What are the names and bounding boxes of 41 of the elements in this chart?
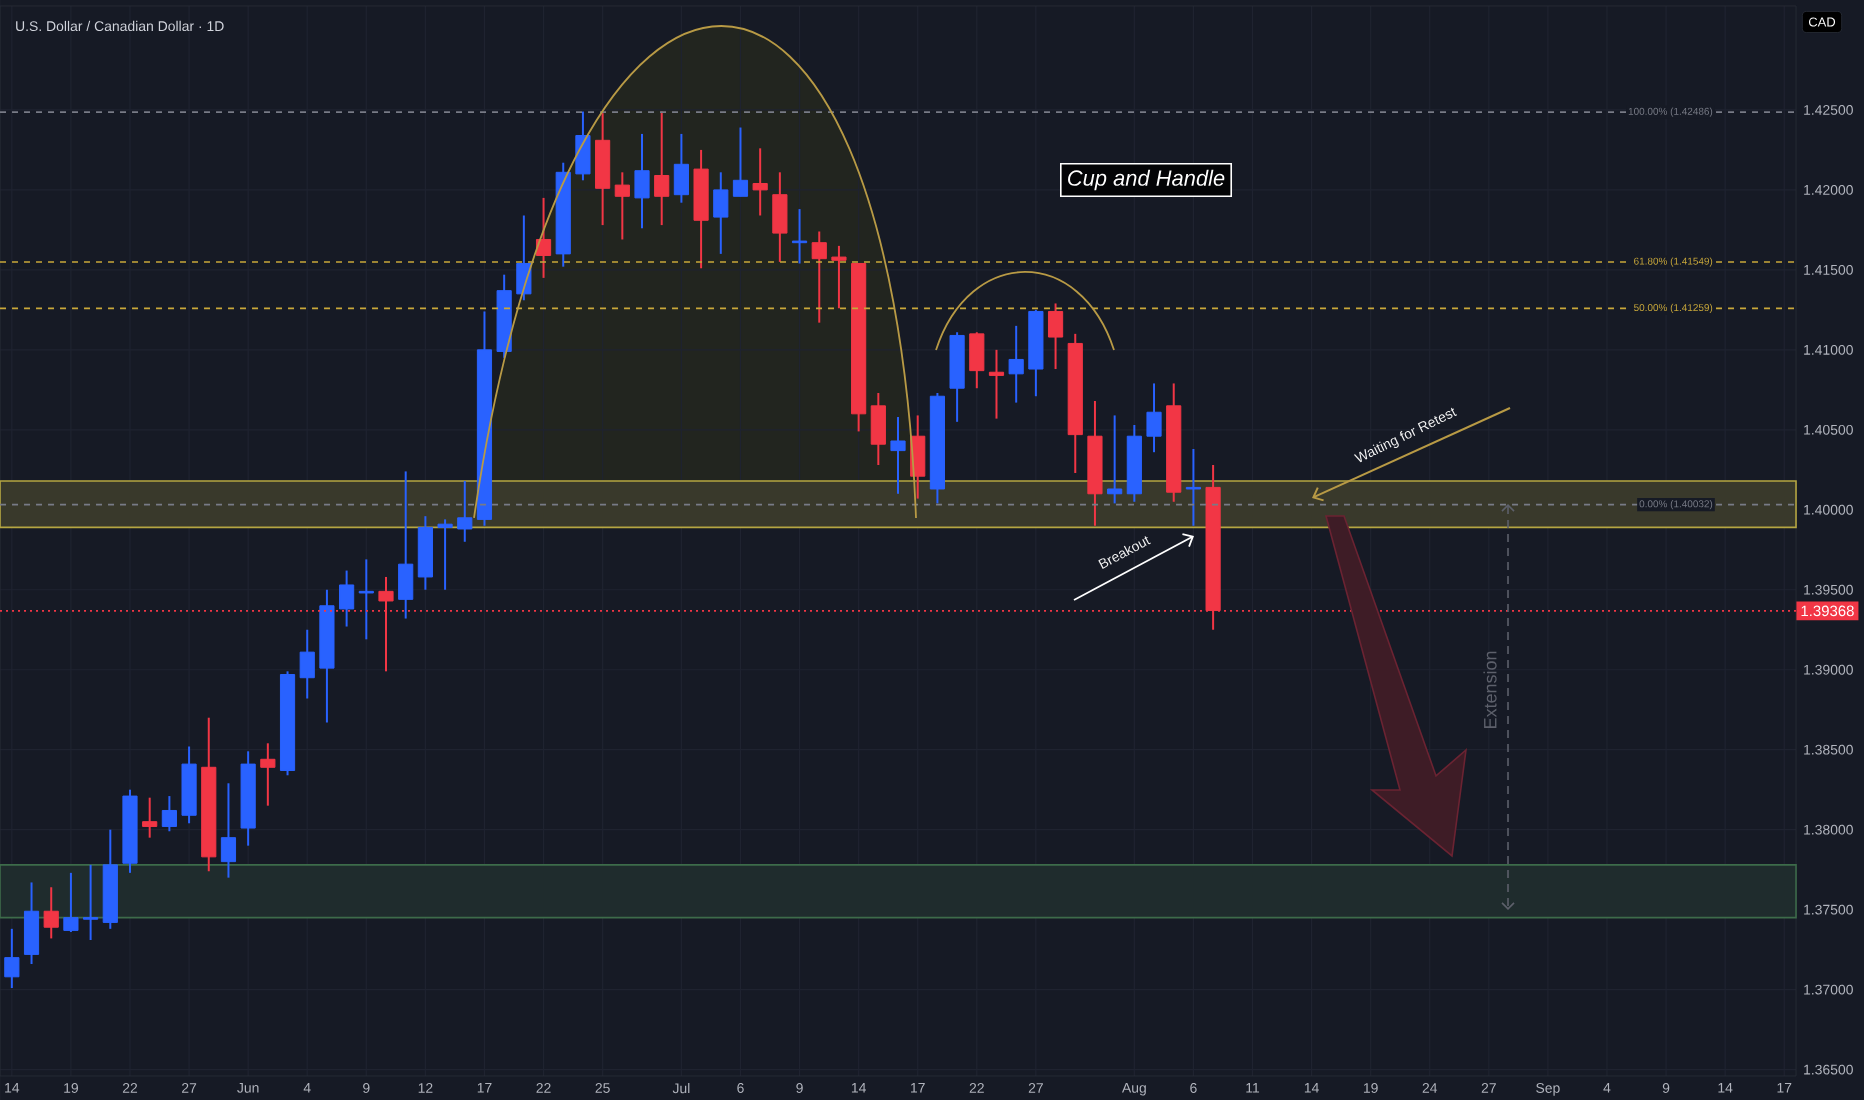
candlestick [398, 470, 414, 620]
candlestick [1008, 324, 1024, 404]
candlestick [339, 569, 355, 628]
annotation: Cup and Handle [1068, 169, 1225, 191]
candlestick [437, 518, 453, 591]
candlestick [1107, 414, 1123, 505]
candlestick [4, 927, 20, 990]
candlestick [595, 112, 611, 227]
candlestick [575, 110, 591, 182]
candlestick [988, 348, 1005, 420]
candlestick [516, 214, 532, 302]
candlestick [831, 244, 847, 310]
candlestick [634, 132, 650, 230]
candlestick [772, 171, 788, 263]
candlestick [43, 886, 59, 940]
candlestick [220, 782, 237, 879]
candlestick [870, 392, 886, 466]
candlestick [1146, 382, 1162, 454]
candlestick [535, 196, 552, 279]
candlestick [161, 795, 177, 833]
candlestick [811, 230, 827, 324]
candlestick [83, 863, 99, 942]
candlestick [63, 871, 79, 934]
candlestick [1185, 448, 1202, 527]
candlestick [260, 742, 276, 807]
candlestick [713, 171, 729, 255]
candlestick [142, 796, 158, 839]
candlestick [969, 331, 985, 390]
candlestick [752, 147, 768, 217]
candlestick [457, 480, 473, 543]
candlestick [358, 558, 374, 641]
candlestick [791, 208, 808, 265]
candlestick [23, 881, 40, 966]
candlestick [654, 110, 670, 227]
candlestick [299, 628, 315, 700]
annotation: Extension [1483, 651, 1497, 728]
candlestick [673, 132, 689, 204]
candlestick [732, 126, 749, 198]
candlestick [614, 171, 630, 241]
candlestick [890, 416, 906, 495]
candlestick [1047, 302, 1064, 371]
